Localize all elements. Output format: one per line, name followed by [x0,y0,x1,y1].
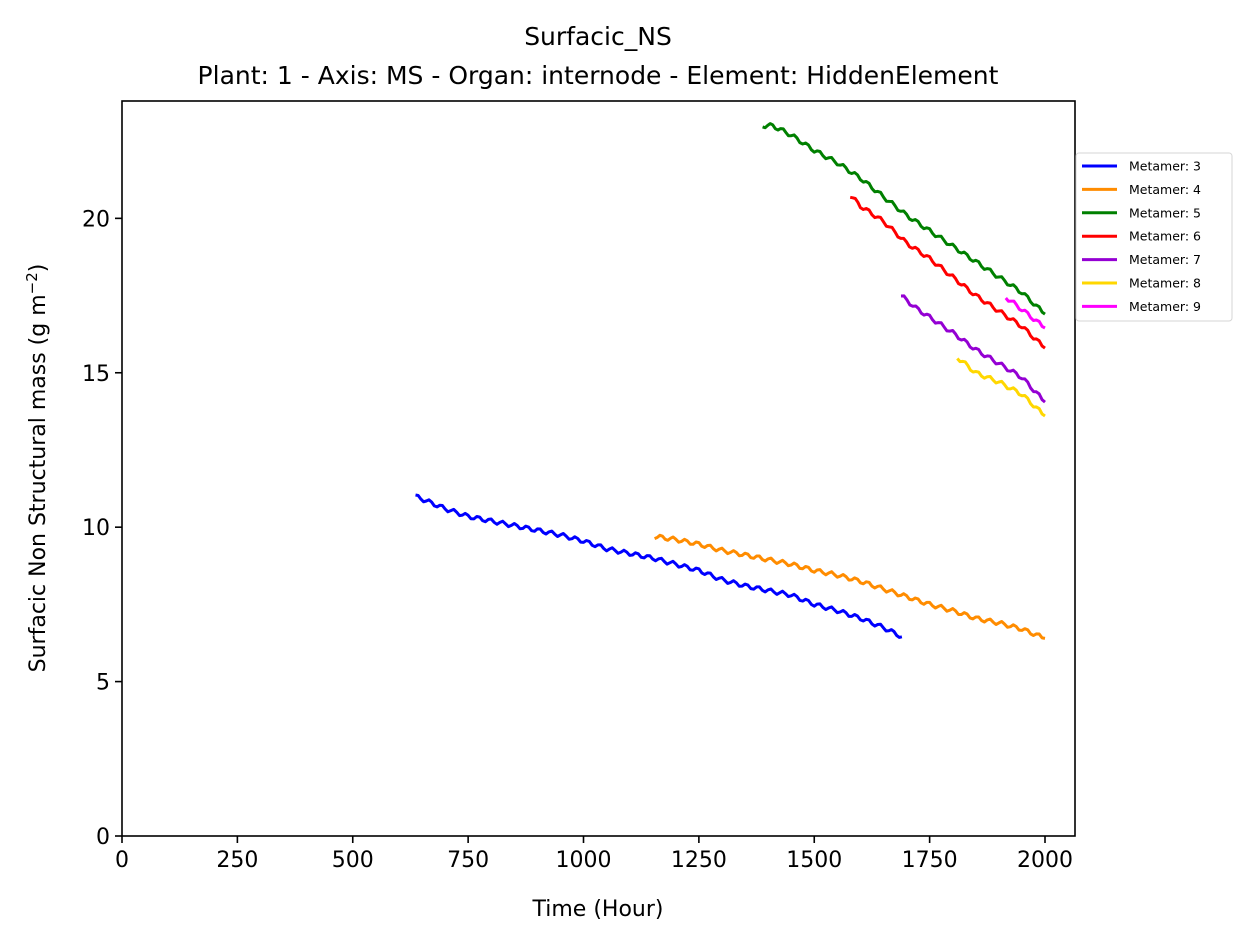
x-tick-label: 250 [216,848,258,873]
y-axis-label-close: ) [26,264,51,273]
legend-entry-label: Metamer: 6 [1129,229,1201,244]
legend-box [1075,152,1233,322]
x-axis-label: Time (Hour) [532,897,664,922]
x-tick-label: 0 [115,848,129,873]
series-line-metamer-6 [849,195,1046,350]
chart-title: Surfacic_NS [524,22,672,51]
legend-entry-label: Metamer: 7 [1129,252,1201,267]
x-tick-label: 1250 [671,848,727,873]
x-tick-label: 1000 [556,848,612,873]
x-tick-label: 500 [332,848,374,873]
y-tick-label: 5 [96,671,110,696]
legend-entry-label: Metamer: 3 [1129,159,1201,174]
plot-area [415,122,1046,640]
y-axis-label-main: Surfacic Non Structural mass (g m [26,294,51,672]
plot-frame [121,100,1076,837]
x-tick-label: 1750 [902,848,958,873]
x-tick-label: 2000 [1017,848,1073,873]
x-tick-label: 1500 [786,848,842,873]
legend: Metamer: 3 Metamer: 4 Metamer: 5 Metamer: 6… [1075,152,1233,322]
y-tick-label: 10 [82,516,110,541]
legend-entry-label: Metamer: 9 [1129,299,1201,314]
y-axis-label: Surfacic Non Structural mass (g m−2) [23,264,51,673]
y-tick-label: 0 [96,825,110,850]
y-tick-label: 20 [82,207,110,232]
legend-entry-label: Metamer: 5 [1129,205,1201,220]
series-line-metamer-8 [956,357,1046,418]
series-line-metamer-5 [762,122,1046,316]
series-line-metamer-9 [1004,297,1046,330]
legend-entry-label: Metamer: 4 [1129,182,1201,197]
series-line-metamer-3 [415,493,903,639]
series-line-metamer-4 [654,533,1046,640]
chart-subtitle: Plant: 1 - Axis: MS - Organ: internode -… [198,61,999,90]
y-axis: 0 5 10 15 20 [82,207,122,850]
x-tick-label: 750 [447,848,489,873]
legend-entry-label: Metamer: 8 [1129,276,1201,291]
y-tick-label: 15 [82,362,110,387]
series-line-metamer-7 [900,294,1046,404]
y-axis-label-superscript: −2 [23,272,41,294]
x-axis: 0 250 500 750 1000 1250 1500 1750 2000 [115,836,1073,873]
